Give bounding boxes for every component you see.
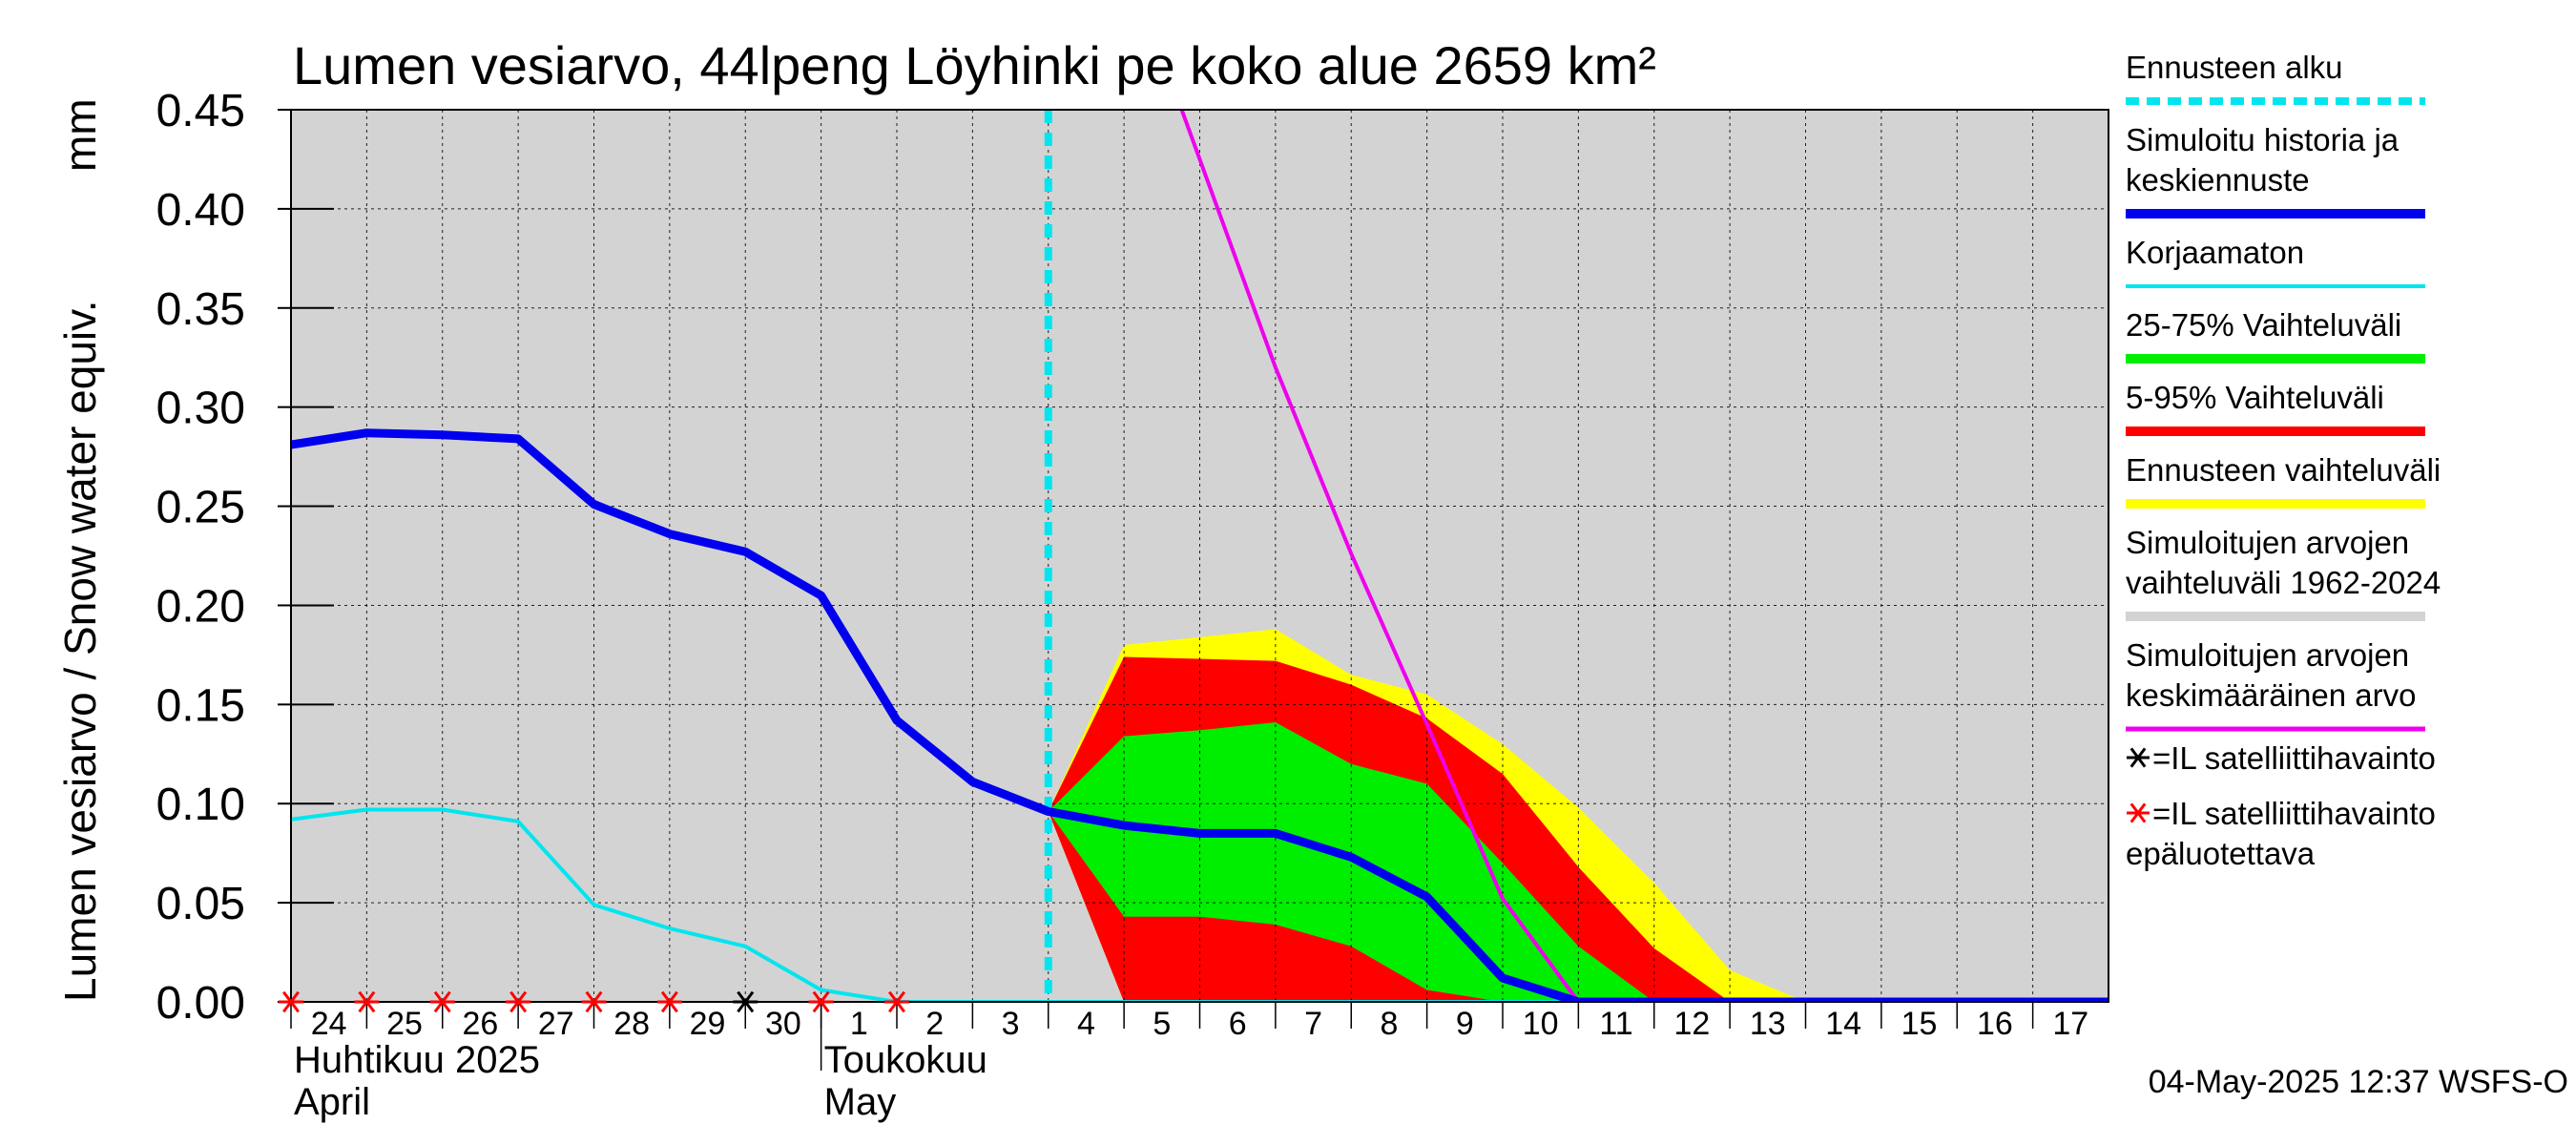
month-label-en: April [294,1081,370,1123]
x-tick-label: 25 [386,1006,423,1042]
legend-marker [2127,747,2150,768]
legend-marker-label: =IL satelliittihavainto [2152,796,2436,831]
marker-stroke [2129,802,2147,823]
grid [291,110,2109,1002]
y-axis-unit: mm [55,98,105,172]
legend-label: Ennusteen alku [2126,50,2343,85]
legend-marker [2127,802,2150,823]
month-label-fi: Toukokuu [824,1039,987,1081]
unreliable-satellite-observation-marker [581,990,607,1013]
x-tick-label: 30 [765,1006,801,1042]
unreliable-satellite-observation-marker [506,990,531,1013]
unreliable-satellite-observation-marker [429,990,455,1013]
x-tick-label: 1 [850,1006,868,1042]
chart-title: Lumen vesiarvo, 44lpeng Löyhinki pe koko… [293,35,1656,95]
y-tick-label: 0.30 [156,384,245,434]
marker-stroke [660,990,678,1013]
marker-stroke [812,990,830,1013]
x-tick-label: 11 [1599,1006,1632,1042]
x-tick-label: 2 [925,1006,944,1042]
legend-marker-label: epäluotettava [2126,836,2316,871]
marker-stroke [433,990,451,1013]
x-tick-label: 5 [1153,1006,1171,1042]
legend-label: 25-75% Vaihteluväli [2126,307,2401,343]
y-tick-label: 0.40 [156,185,245,236]
legend-label: vaihteluväli 1962-2024 [2126,565,2441,600]
month-label-en: May [824,1081,897,1123]
x-tick-label: 26 [463,1006,499,1042]
x-tick-label: 8 [1380,1006,1398,1042]
legend-label: Simuloitujen arvojen [2126,525,2409,560]
series-simulated-history [291,428,2109,1002]
x-tick-label: 27 [538,1006,574,1042]
legend-label: keskimääräinen arvo [2126,677,2416,713]
x-tick-label: 17 [2052,1006,2088,1042]
x-tick-label: 9 [1456,1006,1474,1042]
satellite-markers [279,990,909,1013]
unreliable-satellite-observation-marker [884,990,909,1013]
unreliable-satellite-observation-marker [656,990,682,1013]
x-tick-label: 7 [1304,1006,1322,1042]
marker-stroke [737,990,755,1013]
month-label-fi: Huhtikuu 2025 [294,1039,540,1081]
timestamp-footer: 04-May-2025 12:37 WSFS-O [2149,1064,2568,1100]
legend-label: keskiennuste [2126,162,2310,198]
legend: Ennusteen alku Simuloitu historia ja keski… [2126,50,2441,871]
marker-stroke [2129,747,2147,768]
series-mean-simulated [1179,110,2109,1002]
y-tick-label: 0.45 [156,86,245,136]
x-tick-label: 28 [613,1006,650,1042]
y-tick-label: 0.05 [156,879,245,929]
y-tick-label: 0.20 [156,581,245,632]
x-tick-label: 15 [1901,1006,1938,1042]
x-tick-label: 16 [1977,1006,2013,1042]
series-lines [291,110,2109,1002]
y-tick-label: 0.15 [156,680,245,731]
unreliable-satellite-observation-marker [354,990,380,1013]
y-tick-label: 0.10 [156,780,245,830]
y-axis-label: Lumen vesiarvo / Snow water equiv. [55,300,105,1002]
y-tick-label: 0.00 [156,978,245,1029]
legend-marker-label: =IL satelliittihavainto [2152,740,2436,776]
x-tick-label: 14 [1825,1006,1861,1042]
x-tick-label: 6 [1229,1006,1247,1042]
unreliable-satellite-observation-marker [279,990,303,1013]
y-tick-label: 0.35 [156,284,245,335]
x-tick-label: 10 [1523,1006,1559,1042]
marker-stroke [282,990,300,1013]
x-tick-label: 3 [1002,1006,1020,1042]
x-tick-label: 24 [311,1006,347,1042]
y-tick-label: 0.25 [156,483,245,533]
axes: 0.00 0.05 0.10 0.15 0.20 0.25 0.30 0.35 0.40 0.45… [156,86,2089,1123]
x-tick-label: 12 [1674,1006,1711,1042]
legend-label: 5-95% Vaihteluväli [2126,380,2384,415]
band-p25-75 [1048,722,2109,1002]
marker-stroke [888,990,905,1013]
marker-stroke [509,990,528,1013]
x-tick-label: 13 [1750,1006,1786,1042]
x-tick-label: 4 [1077,1006,1095,1042]
marker-stroke [358,990,376,1013]
unreliable-satellite-observation-marker [808,990,834,1013]
series-uncorrected [291,807,2109,1002]
legend-label: Simuloitu historia ja [2126,122,2399,157]
satellite-observation-marker [733,990,758,1013]
forecast-bands [1048,629,2109,1002]
legend-label: Ennusteen vaihteluväli [2126,452,2441,488]
legend-label: Korjaamaton [2126,235,2304,270]
x-tick-label: 29 [690,1006,726,1042]
legend-label: Simuloitujen arvojen [2126,637,2409,673]
marker-stroke [585,990,603,1013]
